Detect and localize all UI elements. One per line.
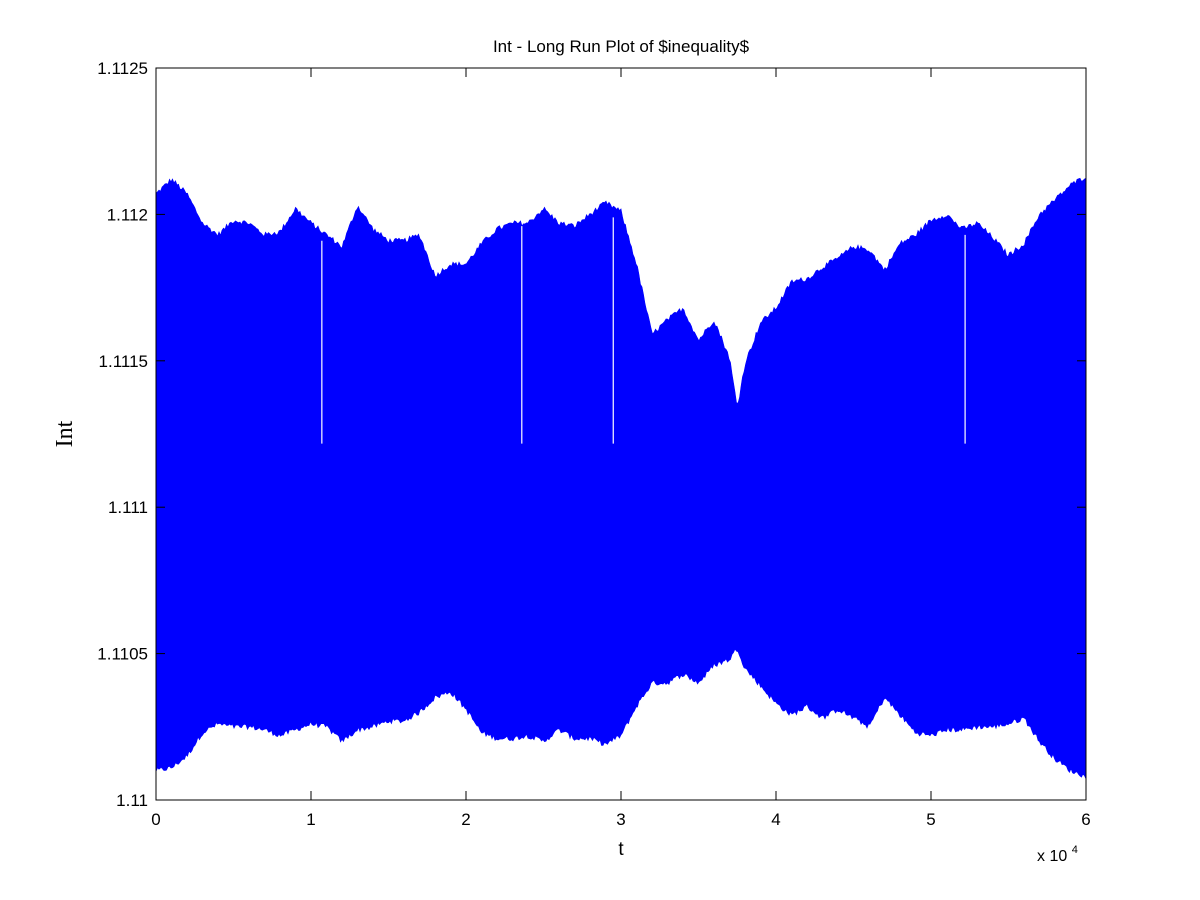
y-tick-label: 1.1115 (99, 352, 148, 371)
x-tick-label: 0 (151, 810, 160, 829)
x-axis-multiplier-base: x 10 (1037, 848, 1067, 865)
x-tick-label: 3 (616, 810, 625, 829)
x-tick-label: 4 (771, 810, 780, 829)
x-axis-ticks: 0 1 2 3 4 5 6 (151, 68, 1091, 829)
y-tick-label: 1.11 (116, 791, 148, 810)
y-tick-label: 1.1125 (97, 59, 148, 78)
y-tick-label: 1.112 (107, 205, 148, 224)
x-tick-label: 2 (461, 810, 470, 829)
x-axis-label: t (618, 839, 624, 860)
y-axis-label: Int (52, 420, 78, 447)
x-axis-multiplier-exponent: 4 (1072, 844, 1078, 856)
x-tick-label: 6 (1081, 810, 1090, 829)
y-axis-ticks: 1.11 1.1105 1.111 1.1115 1.112 1.1125 (97, 59, 1086, 810)
series-layer (155, 177, 1087, 780)
x-tick-label: 5 (926, 810, 935, 829)
y-tick-label: 1.111 (108, 498, 148, 517)
x-tick-label: 1 (306, 810, 315, 829)
chart-title: Int - Long Run Plot of $inequality$ (493, 37, 750, 56)
y-tick-label: 1.1105 (97, 645, 148, 664)
series-band-0 (155, 177, 1087, 780)
gap-layer (321, 217, 966, 444)
x-axis-multiplier: x 10 4 (1037, 844, 1078, 865)
